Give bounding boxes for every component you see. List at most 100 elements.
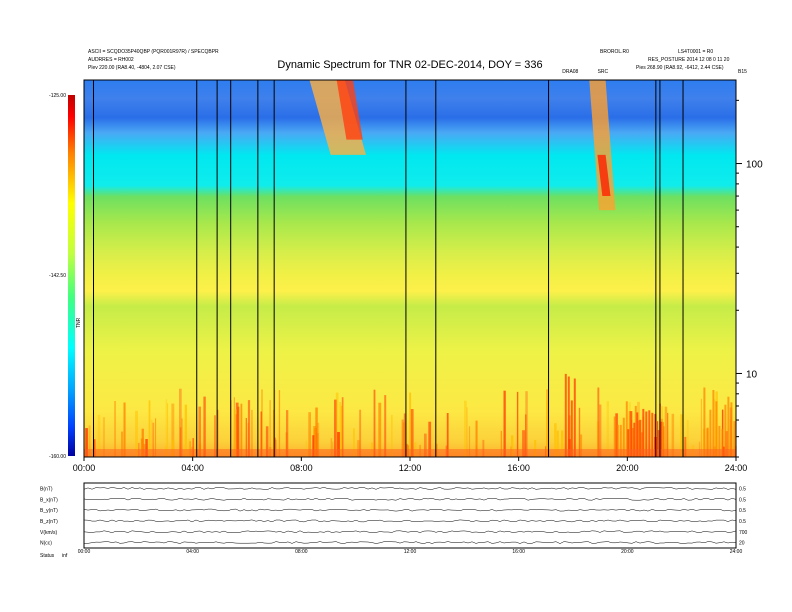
speckle (141, 428, 144, 457)
speckle (428, 421, 432, 457)
speckle (606, 401, 609, 457)
speckle (85, 428, 88, 457)
colorbar (68, 95, 75, 456)
lower-row-right-1: 0.5 (739, 497, 746, 503)
burst-streak (640, 432, 643, 457)
speckle (286, 410, 289, 457)
speckle (725, 431, 728, 457)
marker-label-0: DRA08 (562, 69, 578, 75)
speckle (500, 430, 502, 457)
speckle (214, 415, 216, 457)
burst-streak (648, 410, 651, 457)
burst-1 (336, 80, 363, 140)
burst-streak (622, 417, 625, 457)
speckle (334, 399, 337, 457)
burst-streak (570, 400, 573, 457)
burst-streak (633, 422, 636, 457)
speckle (312, 435, 315, 457)
lower-row-right-4: 700 (739, 530, 748, 536)
speckle (554, 423, 557, 457)
speckle (233, 397, 235, 457)
speckle (251, 409, 253, 457)
burst-streak (645, 411, 648, 457)
lower-row-trace-1 (83, 498, 737, 501)
speckle (316, 422, 320, 457)
burst-streak (712, 390, 715, 457)
speckle (152, 422, 155, 457)
lower-row-label-0: B(nT) (40, 486, 53, 492)
speckle (274, 390, 276, 457)
burst-streak (625, 401, 628, 457)
lower-status-value: inf (62, 553, 68, 559)
lower-row-label-4: V(km/s) (40, 530, 58, 536)
speckle (313, 426, 316, 457)
spectrogram-panel (83, 79, 737, 458)
marker-labels: DRA08 SRC (562, 69, 608, 75)
speckle (102, 417, 105, 457)
speckle (446, 413, 449, 457)
speckle (525, 414, 527, 457)
burst-streak (642, 408, 645, 457)
speckle (274, 437, 276, 457)
chart-title: Dynamic Spectrum for TNR 02-DEC-2014, DO… (277, 59, 542, 71)
speckle (468, 426, 471, 457)
lower-time-tick-4: 16:00 (512, 549, 525, 555)
burst-streak (627, 429, 630, 457)
speckle (671, 413, 675, 458)
burst-streak (715, 401, 718, 457)
lower-row-trace-2 (83, 508, 737, 512)
speckle (402, 422, 406, 457)
header-left-line2: AUDRRES = RH002 (88, 57, 134, 63)
lower-panel: B(nT) 0.5 B_x(nT) 0.5 B_y(nT) 0.5 B_z(nT) 0.5 V(… (40, 482, 748, 555)
burst-layer (309, 80, 616, 211)
speckle (340, 405, 343, 457)
speckle (686, 420, 689, 457)
speckle (664, 406, 668, 457)
speckle (155, 418, 157, 457)
burst-streak (718, 425, 721, 457)
speckle (373, 389, 376, 457)
y-tick-label-0: 100 (746, 160, 763, 171)
lower-row-trace-5 (83, 541, 737, 544)
colorbar-tick-top: -125.00 (49, 93, 66, 99)
burst-streak (564, 373, 567, 457)
speckle (305, 440, 307, 457)
speckle (681, 440, 684, 457)
burst-streak (721, 428, 724, 457)
y-axis-ticks: 100 10 (736, 99, 763, 458)
lower-row-label-5: N(cc) (40, 541, 52, 547)
speckle (165, 399, 168, 457)
speckle (424, 433, 427, 457)
burst-streak (631, 428, 634, 457)
speckle (561, 430, 564, 457)
speckle (391, 414, 393, 457)
speckle (123, 402, 126, 457)
speckle (171, 439, 175, 457)
extra-label-right: B15 (738, 69, 747, 75)
header-right-line4: Pies 268.90 (RA8.92, -6412, 2.44 CSE) (636, 65, 724, 71)
speckle (503, 390, 506, 457)
burst-streak (567, 376, 570, 457)
x-axis-ticks: 00:00 04:00 08:00 12:00 16:00 20:00 24:00 (73, 457, 747, 473)
burst-streak (660, 421, 663, 457)
burst-streak (616, 424, 619, 457)
speckle (167, 403, 169, 457)
speckle (597, 387, 600, 457)
speckle (198, 406, 201, 457)
burst-streak (637, 420, 640, 457)
speckle (179, 427, 182, 457)
speckle (285, 432, 288, 457)
speckle (466, 407, 468, 457)
speckle (192, 438, 194, 457)
burst-streak (730, 402, 733, 457)
speckle (188, 439, 191, 457)
speckle (680, 414, 683, 457)
lower-time-tick-3: 12:00 (404, 549, 417, 555)
speckle (700, 398, 702, 457)
lower-row-trace-4 (83, 530, 737, 533)
speckle (482, 439, 485, 457)
vertical-lines (93, 80, 684, 457)
speckle (179, 388, 182, 457)
speckle (240, 403, 243, 457)
